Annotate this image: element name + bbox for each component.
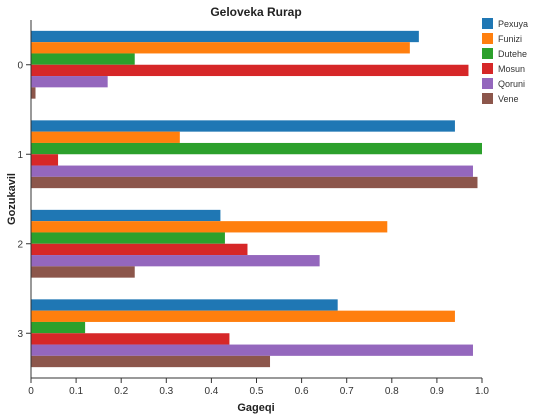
y-tick-label: 2: [17, 239, 23, 250]
legend: Pexuya Funizi Dutehe Mosun Qoruni Vene: [482, 18, 528, 104]
legend-label-qoruni: Qoruni: [498, 79, 525, 89]
x-tick-label: 0.2: [114, 386, 128, 397]
bar-mosun-2: [31, 243, 248, 256]
bar-qoruni-3: [31, 344, 473, 356]
bar-funizi-3: [31, 310, 455, 322]
x-tick-label: 0.1: [69, 386, 83, 397]
bar-dutehe-0: [31, 53, 135, 65]
legend-swatch-vene: [482, 93, 493, 104]
x-tick-label: 0.8: [385, 386, 399, 397]
legend-label-vene: Vene: [498, 94, 519, 104]
bar-pexuya-0: [31, 30, 419, 43]
bar-dutehe-1: [31, 142, 482, 155]
legend-label-dutehe: Dutehe: [498, 49, 527, 59]
bar-vene-0: [31, 87, 36, 99]
legend-label-funizi: Funizi: [498, 34, 522, 44]
legend-label-mosun: Mosun: [498, 64, 525, 74]
bar-qoruni-0: [31, 76, 108, 88]
x-tick-label: 0.7: [340, 386, 354, 397]
legend-swatch-qoruni: [482, 78, 493, 89]
x-axis-ticks: 0 0.1 0.2 0.3 0.4 0.5 0.6 0.7 0.8 0.9 1.0: [28, 378, 489, 397]
bar-dutehe-3: [31, 321, 86, 334]
legend-swatch-funizi: [482, 33, 493, 44]
bar-funizi-2: [31, 221, 388, 233]
bar-funizi-1: [31, 131, 180, 143]
y-axis-label: Gozukavil: [6, 173, 18, 225]
x-tick-label: 0.9: [430, 386, 444, 397]
bar-vene-2: [31, 266, 135, 278]
bar-mosun-0: [31, 64, 469, 77]
chart-title: Geloveka Rurap: [210, 5, 301, 19]
x-tick-label: 0.4: [204, 386, 218, 397]
x-tick-label: 0.6: [295, 386, 309, 397]
bar-mosun-1: [31, 154, 59, 166]
x-axis-label: Gageqi: [237, 402, 274, 414]
bar-pexuya-3: [31, 299, 338, 311]
bar-vene-1: [31, 176, 478, 189]
bar-funizi-0: [31, 42, 410, 54]
x-tick-label: 0.3: [159, 386, 173, 397]
x-tick-label: 0.5: [250, 386, 264, 397]
x-tick-label: 1.0: [475, 386, 489, 397]
legend-swatch-dutehe: [482, 48, 493, 59]
y-tick-label: 1: [17, 150, 23, 161]
x-tick-label: 0: [28, 386, 34, 397]
bar-qoruni-2: [31, 255, 320, 267]
legend-swatch-mosun: [482, 63, 493, 74]
bar-pexuya-2: [31, 209, 221, 222]
y-tick-label: 0: [17, 60, 23, 71]
bar-qoruni-1: [31, 165, 473, 177]
legend-label-pexuya: Pexuya: [498, 19, 528, 29]
bar-vene-3: [31, 355, 271, 368]
bars-layer: [31, 30, 482, 368]
y-axis-ticks: 0 1 2 3: [17, 60, 31, 340]
bar-mosun-3: [31, 333, 230, 345]
bar-pexuya-1: [31, 120, 455, 132]
bar-dutehe-2: [31, 232, 225, 244]
legend-swatch-pexuya: [482, 18, 493, 29]
y-tick-label: 3: [17, 329, 23, 340]
